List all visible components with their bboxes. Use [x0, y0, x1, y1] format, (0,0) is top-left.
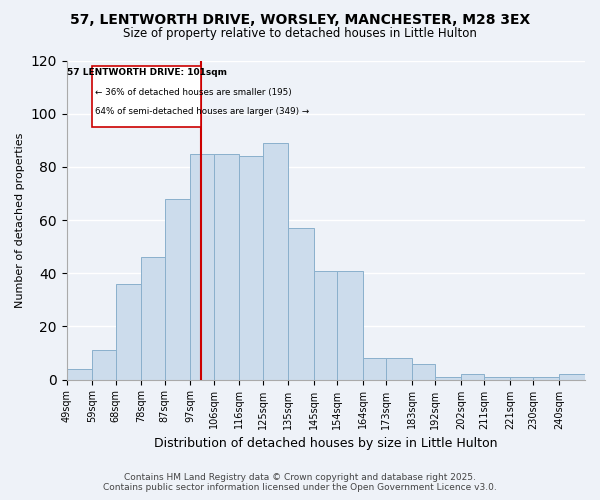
Bar	[461, 374, 484, 380]
Bar	[484, 377, 510, 380]
Bar	[214, 154, 239, 380]
Bar	[386, 358, 412, 380]
Bar	[314, 270, 337, 380]
Bar	[263, 143, 289, 380]
Bar	[533, 377, 559, 380]
Bar	[363, 358, 386, 380]
Bar	[289, 228, 314, 380]
Bar	[92, 350, 116, 380]
Bar	[190, 154, 214, 380]
Bar	[436, 377, 461, 380]
Bar	[559, 374, 585, 380]
Bar	[67, 369, 92, 380]
Bar	[164, 199, 190, 380]
Bar	[142, 258, 164, 380]
X-axis label: Distribution of detached houses by size in Little Hulton: Distribution of detached houses by size …	[154, 437, 497, 450]
Bar	[239, 156, 263, 380]
FancyBboxPatch shape	[92, 66, 201, 127]
Text: 57 LENTWORTH DRIVE: 101sqm: 57 LENTWORTH DRIVE: 101sqm	[67, 68, 227, 78]
Bar	[337, 270, 363, 380]
Text: Contains HM Land Registry data © Crown copyright and database right 2025.
Contai: Contains HM Land Registry data © Crown c…	[103, 473, 497, 492]
Text: 57, LENTWORTH DRIVE, WORSLEY, MANCHESTER, M28 3EX: 57, LENTWORTH DRIVE, WORSLEY, MANCHESTER…	[70, 12, 530, 26]
Text: Size of property relative to detached houses in Little Hulton: Size of property relative to detached ho…	[123, 28, 477, 40]
Text: ← 36% of detached houses are smaller (195): ← 36% of detached houses are smaller (19…	[95, 88, 292, 98]
Y-axis label: Number of detached properties: Number of detached properties	[15, 132, 25, 308]
Bar	[412, 364, 436, 380]
Bar	[510, 377, 533, 380]
Text: 64% of semi-detached houses are larger (349) →: 64% of semi-detached houses are larger (…	[95, 107, 309, 116]
Bar	[116, 284, 142, 380]
